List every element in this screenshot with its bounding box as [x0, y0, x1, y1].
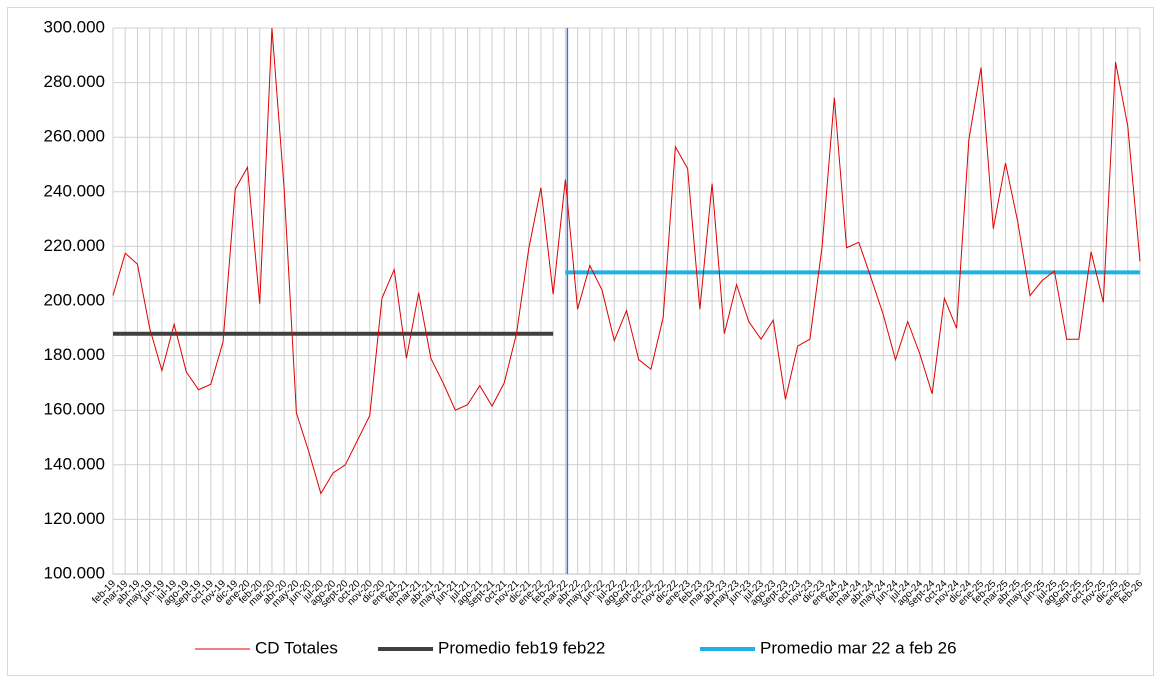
- y-tick-label: 220.000: [44, 236, 105, 255]
- y-tick-label: 160.000: [44, 400, 105, 419]
- legend-label: Promedio mar 22 a feb 26: [760, 638, 957, 657]
- y-tick-label: 100.000: [44, 563, 105, 582]
- y-tick-label: 180.000: [44, 345, 105, 364]
- y-tick-label: 140.000: [44, 454, 105, 473]
- chart-frame: [7, 7, 1154, 676]
- y-tick-label: 300.000: [44, 17, 105, 36]
- y-tick-label: 240.000: [44, 181, 105, 200]
- series-line: [112, 27, 1141, 495]
- y-tick-label: 120.000: [44, 509, 105, 528]
- legend-label: CD Totales: [255, 638, 338, 657]
- y-tick-label: 200.000: [44, 290, 105, 309]
- legend-label: Promedio feb19 feb22: [438, 638, 605, 657]
- y-tick-label: 280.000: [44, 72, 105, 91]
- y-tick-label: 260.000: [44, 127, 105, 146]
